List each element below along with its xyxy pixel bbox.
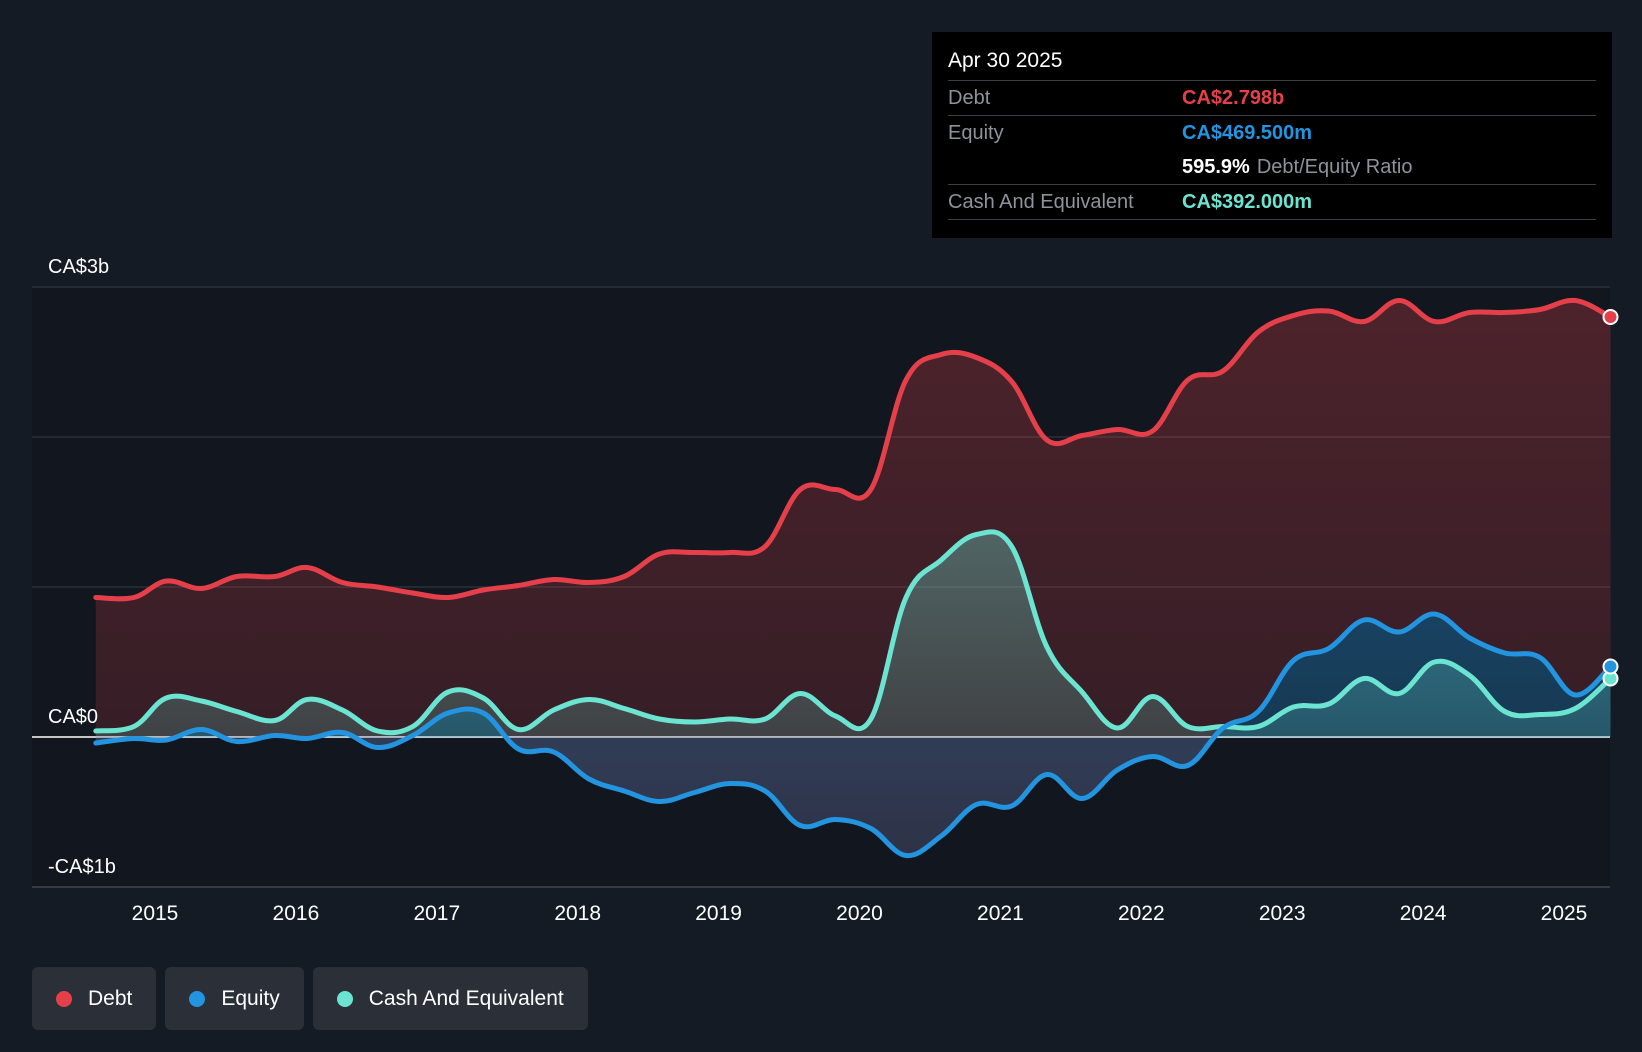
x-tick-label: 2021	[977, 902, 1024, 925]
debt-end-marker	[1602, 309, 1619, 325]
chart-tooltip: Apr 30 2025 Debt CA$2.798b Equity CA$469…	[932, 32, 1612, 238]
legend-label-debt: Debt	[88, 986, 133, 1010]
tooltip-row-equity: Equity CA$469.500m	[948, 115, 1596, 150]
cash-line	[93, 529, 1613, 736]
tooltip-debt-value: CA$2.798b	[1182, 86, 1285, 109]
legend-label-cash: Cash And Equivalent	[368, 986, 564, 1010]
x-tick-label: 2019	[695, 902, 742, 925]
tooltip-row-ratio: 595.9% Debt/Equity Ratio	[948, 150, 1596, 184]
y-axis-label: CA$0	[48, 706, 98, 728]
y-axis-label: CA$3b	[48, 256, 109, 278]
x-tick-label: 2020	[836, 902, 883, 925]
tooltip-date: Apr 30 2025	[948, 49, 1063, 72]
tooltip-cash-label: Cash And Equivalent	[948, 190, 1134, 213]
tooltip-debt-label: Debt	[948, 86, 991, 109]
x-tick-label: 2016	[273, 902, 320, 925]
x-tick-label: 2025	[1541, 902, 1588, 925]
x-tick-label: 2017	[413, 902, 460, 925]
tooltip-row-debt: Debt CA$2.798b	[948, 80, 1596, 115]
x-tick-label: 2022	[1118, 902, 1165, 925]
equity-line	[93, 611, 1613, 859]
chart-legend: Debt Equity Cash And Equivalent	[32, 967, 588, 1030]
tooltip-ratio-value: 595.9%	[1182, 155, 1250, 178]
debt-area	[95, 300, 1611, 856]
legend-item-debt[interactable]: Debt	[32, 967, 157, 1030]
legend-label-equity: Equity	[221, 986, 280, 1010]
x-tick-label: 2018	[554, 902, 601, 925]
tooltip-cash-value: CA$392.000m	[1182, 190, 1313, 213]
tooltip-row-cash: Cash And Equivalent CA$392.000m	[948, 184, 1596, 220]
legend-item-equity[interactable]: Equity	[165, 967, 304, 1030]
tooltip-equity-value: CA$469.500m	[1182, 121, 1313, 144]
debt-line	[93, 297, 1613, 602]
cash-dot-icon	[336, 990, 353, 1007]
chart-end-markers	[1602, 309, 1619, 687]
debt-dot-icon	[56, 990, 72, 1007]
legend-item-cash[interactable]: Cash And Equivalent	[312, 967, 588, 1030]
x-tick-label: 2015	[132, 902, 179, 925]
x-tick-label: 2023	[1259, 902, 1306, 925]
equity-end-marker	[1602, 658, 1619, 675]
x-tick-label: 2024	[1400, 902, 1447, 925]
tooltip-equity-label: Equity	[948, 121, 1004, 144]
chart-axes: CA$3b CA$0 -CA$1b 2015 2016 2017 2018 2019 2020 2…	[48, 256, 1587, 925]
equity-dot-icon	[189, 990, 206, 1007]
y-axis-label: -CA$1b	[48, 856, 116, 878]
chart-lines	[93, 297, 1613, 859]
tooltip-ratio-label: Debt/Equity Ratio	[1256, 155, 1413, 178]
